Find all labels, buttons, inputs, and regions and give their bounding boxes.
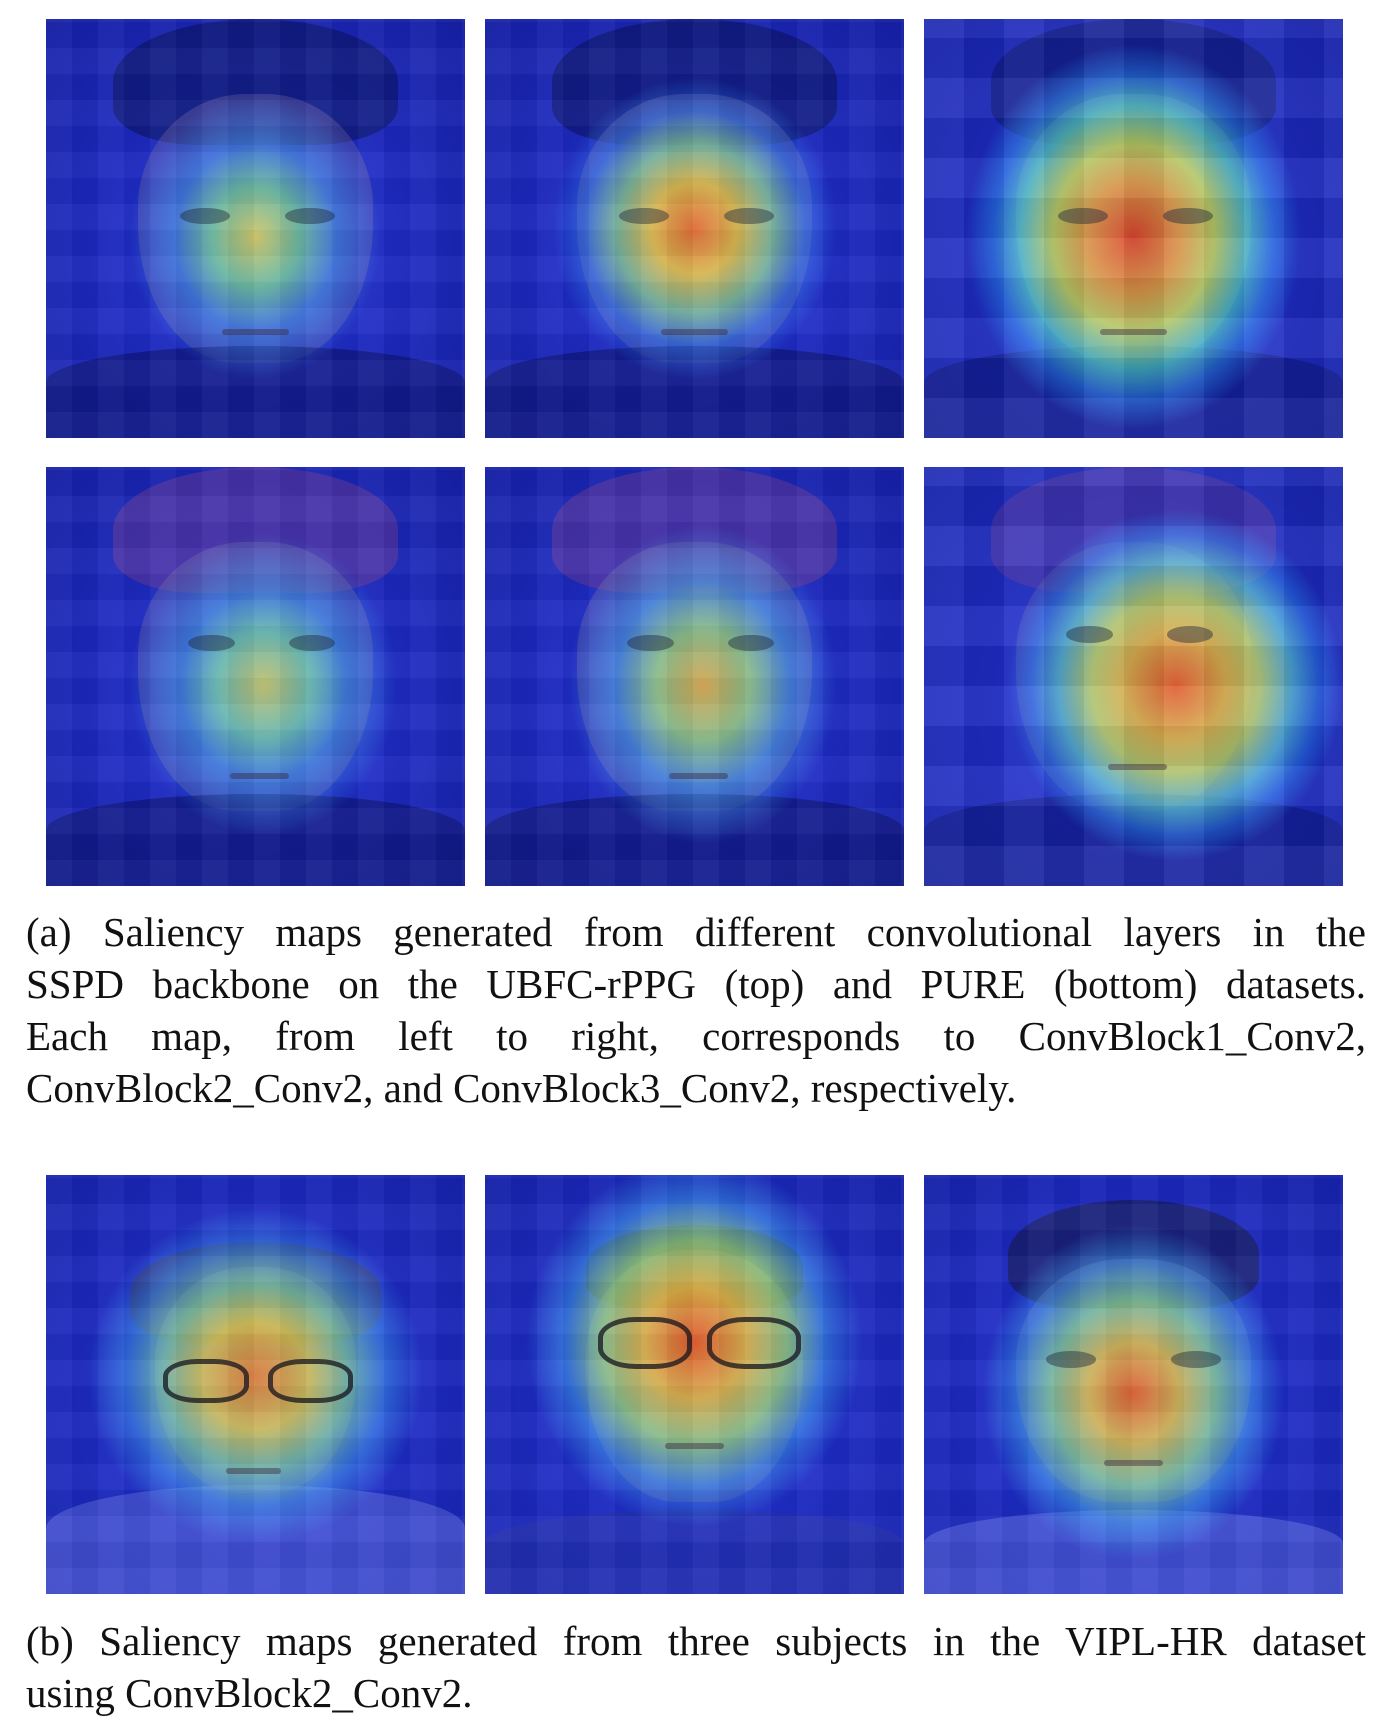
caption-b-line: using ConvBlock2_Conv2. — [26, 1670, 473, 1716]
caption-a-line: Each map, from left to right, correspond… — [26, 1013, 1366, 1059]
caption-a: (a) Saliency maps generated from differe… — [26, 906, 1366, 1114]
saliency-map-pure-convblock3 — [924, 467, 1343, 886]
saliency-map-vipl-subject-1 — [46, 1175, 465, 1594]
saliency-map-ubfc-convblock1 — [46, 19, 465, 438]
saliency-map-pure-convblock1 — [46, 467, 465, 886]
saliency-map-pure-convblock2 — [485, 467, 904, 886]
saliency-map-ubfc-convblock2 — [485, 19, 904, 438]
caption-a-line: (a) Saliency maps generated from differe… — [26, 909, 1366, 955]
saliency-map-ubfc-convblock3 — [924, 19, 1343, 438]
caption-a-line: ConvBlock2_Conv2, and ConvBlock3_Conv2, … — [26, 1065, 1017, 1111]
caption-a-line: SSPD backbone on the UBFC-rPPG (top) and… — [26, 961, 1366, 1007]
saliency-map-vipl-subject-3 — [924, 1175, 1343, 1594]
saliency-map-vipl-subject-2 — [485, 1175, 904, 1594]
caption-b-line: (b) Saliency maps generated from three s… — [26, 1618, 1366, 1664]
caption-b: (b) Saliency maps generated from three s… — [26, 1615, 1366, 1719]
